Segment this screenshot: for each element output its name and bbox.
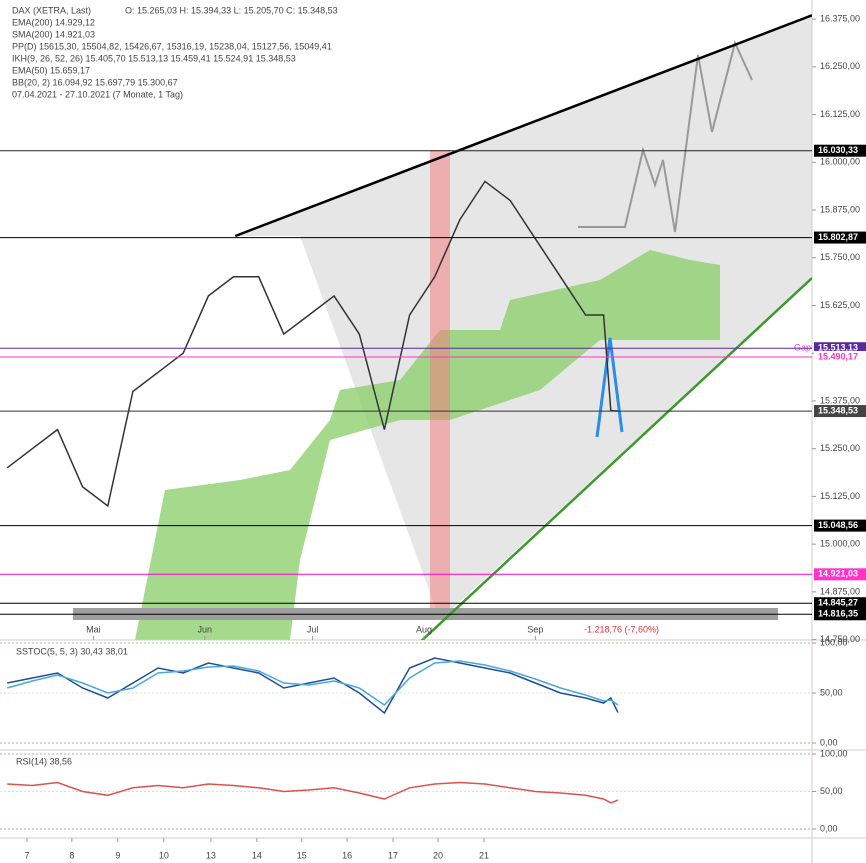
y-tick-label: 16.375,00	[820, 13, 860, 23]
level-label: 14.816,35	[818, 609, 858, 619]
y-tick-label: 14.875,00	[820, 586, 860, 596]
y-tick-label: 15.750,00	[820, 252, 860, 262]
drop-label: -1.218,76 (-7,60%)	[584, 624, 659, 634]
y-tick-label: 14.750,00	[820, 634, 860, 644]
x-tick-label: 7	[24, 850, 29, 860]
y-tick-label: 100,00	[820, 637, 848, 647]
gap-label: Gap	[794, 342, 811, 352]
y-tick-label: 15.875,00	[820, 204, 860, 214]
legend-text: BB(20, 2) 16.094,92 15.697,79 15.300,67	[12, 77, 178, 87]
y-tick-label: 50,00	[820, 687, 843, 697]
level-label: 15.048,56	[818, 520, 858, 530]
level-box	[814, 519, 866, 532]
level-label: 15.348,53	[818, 405, 858, 415]
series-line	[6, 180, 619, 508]
arrow	[595, 337, 624, 438]
trendline	[234, 14, 812, 238]
y-tick-label: 15.125,00	[820, 491, 860, 501]
level-box	[814, 568, 866, 581]
y-tick-label: 15.250,00	[820, 443, 860, 453]
x-tick-label: 10	[159, 850, 169, 860]
level-box	[814, 405, 866, 418]
x-tick-label: Sep	[527, 624, 543, 634]
trendline	[420, 277, 812, 640]
y-tick-label: 50,00	[820, 786, 843, 796]
level-box	[814, 608, 866, 621]
highlight-band	[430, 150, 450, 620]
legend-text: EMA(200) 14.929,12	[12, 17, 95, 27]
x-tick-label: 16	[342, 850, 352, 860]
plot	[6, 14, 812, 640]
level-box	[814, 350, 866, 363]
y-tick-label: 15.625,00	[820, 300, 860, 310]
x-tick-label: 8	[69, 850, 74, 860]
level-label: 16.030,33	[818, 145, 858, 155]
level-label: 15.513,13	[818, 343, 858, 353]
x-tick-label: 15	[297, 850, 307, 860]
level-label: 15.802,87	[818, 232, 858, 242]
y-tick-label: 16.125,00	[820, 109, 860, 119]
level-label: 15.490,17	[818, 351, 858, 361]
x-tick-label: 14	[252, 850, 262, 860]
legend-text: EMA(50) 15.659,17	[12, 65, 90, 75]
level-box	[814, 144, 866, 157]
level-box	[814, 231, 866, 244]
y-tick-label: 100,00	[820, 748, 848, 758]
series-line	[7, 781, 619, 804]
series-line	[6, 660, 619, 706]
ohlc: O: 15.265,03 H: 15.394,33 L: 15.205,70 C…	[125, 5, 338, 15]
level-label: 14.845,27	[818, 598, 858, 608]
y-tick-label: 15.000,00	[820, 539, 860, 549]
decor	[73, 15, 812, 640]
legend-text: IKH(9, 26, 52, 26) 15.405,70 15.513,13 1…	[12, 53, 296, 63]
x-tick-label: Aug	[416, 624, 432, 634]
legend-text: SMA(200) 14.921,03	[12, 29, 95, 39]
projection	[578, 40, 753, 233]
panel-title: SSTOC(5, 5, 3) 30,43 38,01	[16, 646, 128, 656]
level-label: 14.921,03	[818, 569, 858, 579]
legend-text: 07.04.2021 - 27.10.2021 (7 Monate, 1 Tag…	[12, 89, 183, 99]
y-tick-label: 16.250,00	[820, 61, 860, 71]
x-tick-label: Jul	[307, 624, 319, 634]
y-tick-label: 15.375,00	[820, 395, 860, 405]
x-tick-label: Jun	[198, 624, 213, 634]
x-tick-label: 13	[206, 850, 216, 860]
y-tick-label: 0,00	[820, 823, 838, 833]
x-tick-label: Mai	[86, 624, 101, 634]
ichimoku-cloud	[135, 250, 720, 640]
series-line	[7, 657, 619, 715]
y-tick-label: 16.000,00	[820, 157, 860, 167]
panel-title: RSI(14) 38,56	[16, 756, 72, 766]
x-tick-label: 20	[433, 850, 443, 860]
x-tick-label: 17	[388, 850, 398, 860]
level-box	[814, 597, 866, 610]
legend-text: PP(D) 15615,30, 15504,82, 15426,67, 1531…	[12, 41, 332, 51]
x-tick-label: 9	[115, 850, 120, 860]
x-tick-label: 21	[479, 850, 489, 860]
y-tick-label: 0,00	[820, 737, 838, 747]
series-name: DAX (XETRA, Last)	[12, 5, 91, 15]
